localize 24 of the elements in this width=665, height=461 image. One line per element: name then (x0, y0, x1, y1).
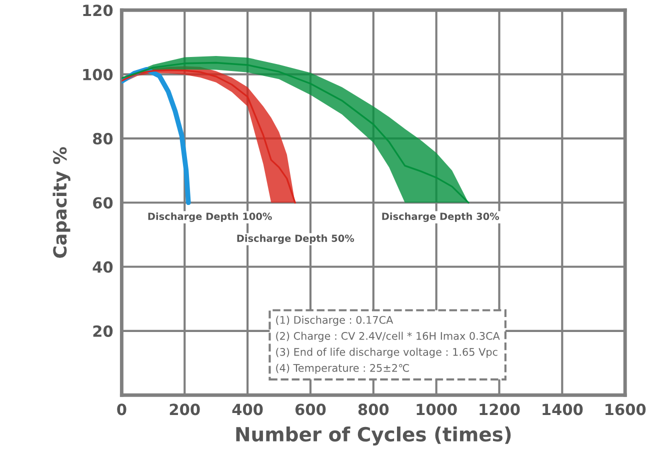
x-axis-title: Number of Cycles (times) (236, 426, 511, 446)
x-tick-label: 200 (170, 404, 200, 416)
y-tick-label: 80 (93, 132, 113, 144)
y-tick-label: 60 (93, 197, 113, 209)
annotation: Discharge Depth 30% (382, 212, 500, 222)
annotation: Discharge Depth 50% (237, 234, 354, 244)
annotation: (2) Charge : CV 2.4V/cell * 16H Imax 0.3CA (276, 332, 500, 342)
y-tick-label: 20 (93, 325, 113, 337)
y-tick-label: 120 (83, 4, 113, 16)
y-tick-label: 40 (92, 261, 113, 273)
x-tick-label: 1000 (416, 404, 457, 416)
annotation: Discharge Depth 100% (148, 212, 272, 222)
x-tick-label: 600 (295, 404, 326, 416)
x-tick-label: 0 (117, 404, 126, 416)
x-tick-label: 1400 (542, 404, 583, 416)
annotation: (3) End of life discharge voltage : 1.65 Vpc (276, 348, 498, 358)
annotation: (4) Temperature : 25±2℃ (276, 364, 409, 374)
x-tick-label: 1600 (606, 404, 646, 416)
x-tick-label: 1200 (480, 404, 520, 416)
y-tick-label: 100 (83, 68, 113, 80)
y-axis-title: Capacity % (52, 147, 70, 258)
annotation: (1) Discharge : 0.17CA (276, 316, 394, 326)
x-tick-label: 400 (232, 404, 263, 416)
x-tick-label: 800 (358, 404, 389, 416)
